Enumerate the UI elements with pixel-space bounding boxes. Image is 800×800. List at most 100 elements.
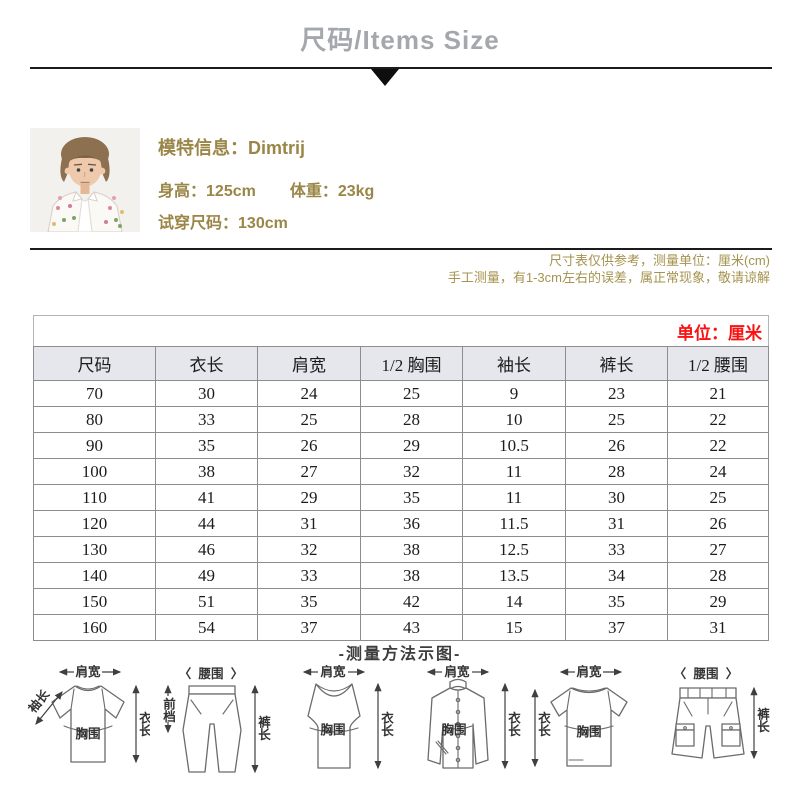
table-cell: 31 [257,510,361,537]
page-title: 尺码/Items Size [300,25,500,55]
table-cell: 90 [33,432,156,459]
table-cell: 35 [565,588,668,615]
table-cell: 21 [666,380,770,407]
model-fit-line: 试穿尺码：130cm [158,209,374,233]
diagram-pants: 〈 腰围 〉 前档 裤长 [161,666,270,774]
table-cell: 27 [666,536,770,563]
table-cell: 13.5 [462,562,566,589]
table-row: 130 46 32 38 12.5 33 27 [33,536,770,563]
table-cell: 130 [33,536,156,563]
garment-length-label: 衣长 [379,711,393,738]
pants-length-label: 裤长 [755,707,769,734]
unit-row: 单位：厘米 [32,315,770,347]
table-cell: 160 [33,614,156,641]
size-table-header-row: 尺码 衣长 肩宽 1/2 胸围 袖长 裤长 1/2 腰围 [33,346,770,381]
table-cell: 32 [360,458,463,485]
table-cell: 37 [257,614,361,641]
table-cell: 33 [155,406,258,433]
table-cell: 23 [565,380,668,407]
table-cell: 28 [360,406,463,433]
table-cell: 38 [360,536,463,563]
unit-label: 单位：厘米 [677,323,763,343]
table-cell: 28 [666,562,770,589]
size-table-body: 70 30 24 25 9 23 21 80 33 25 28 10 25 22 90 35 26 29 10.5 2… [33,380,770,641]
model-info-section: 模特信息：Dimtrij 身高：125cm 体重：23kg 试穿尺码：130cm [30,128,374,233]
table-cell: 25 [257,406,361,433]
table-cell: 110 [33,484,156,511]
pants-length-label: 裤长 [256,715,270,742]
shoulder-width-label: 肩宽 [75,664,101,679]
table-cell: 29 [360,432,463,459]
triangle-down-icon [371,69,399,86]
diagram-jacket: 肩宽 胸围 衣长 [426,664,520,770]
angle-bracket-right-icon: 〉 [726,666,739,681]
column-header: 肩宽 [257,346,361,381]
table-row: 120 44 31 36 11.5 31 26 [33,510,770,537]
waist-label: 腰围 [692,666,718,681]
note-line-1: 尺寸表仅供参考，测量单位：厘米(cm) [549,253,770,268]
table-cell: 11 [462,484,566,511]
table-cell: 70 [33,380,156,407]
table-cell: 25 [666,484,770,511]
column-header: 袖长 [462,346,566,381]
chest-label: 胸围 [441,722,466,737]
table-cell: 9 [462,380,566,407]
table-cell: 150 [33,588,156,615]
table-cell: 29 [257,484,361,511]
table-cell: 32 [257,536,361,563]
table-cell: 10 [462,406,566,433]
table-cell: 35 [257,588,361,615]
table-cell: 49 [155,562,258,589]
table-cell: 38 [360,562,463,589]
top-divider-line [30,67,772,69]
floral-print [52,196,124,228]
height-label: 身高： [158,183,207,200]
table-cell: 11 [462,458,566,485]
chest-label: 胸围 [576,724,601,739]
table-cell: 54 [155,614,258,641]
model-stats-line: 身高：125cm 体重：23kg [158,177,374,201]
table-cell: 43 [360,614,463,641]
table-cell: 46 [155,536,258,563]
shoulder-width-label: 肩宽 [576,664,602,679]
measure-diagrams-strip: 肩宽 胸围 袖长 衣长 〈 腰围 〉 前档 裤长 [28,662,772,797]
table-cell: 11.5 [462,510,566,537]
table-row: 100 38 27 32 11 28 24 [33,458,770,485]
table-cell: 27 [257,458,361,485]
table-cell: 30 [565,484,668,511]
note-line-2: 手工测量，有1-3cm左右的误差，属正常现象，敬请谅解 [447,270,770,285]
table-cell: 80 [33,406,156,433]
table-cell: 35 [360,484,463,511]
table-cell: 33 [565,536,668,563]
table-row: 70 30 24 25 9 23 21 [33,380,770,407]
shoulder-width-label: 肩宽 [444,664,470,679]
table-row: 140 49 33 38 13.5 34 28 [33,562,770,589]
table-cell: 26 [666,510,770,537]
table-cell: 44 [155,510,258,537]
model-text-block: 模特信息：Dimtrij 身高：125cm 体重：23kg 试穿尺码：130cm [158,128,374,233]
diagram-shorts: 〈 腰围 〉 裤长 [671,666,769,760]
table-cell: 100 [33,458,156,485]
size-table: 单位：厘米 尺码 衣长 肩宽 1/2 胸围 袖长 裤长 1/2 腰围 70 30 24 25 9 23… [32,315,770,641]
middle-divider-line [30,248,772,250]
table-cell: 26 [565,432,668,459]
weight-value: 23kg [337,183,375,200]
table-cell: 25 [360,380,463,407]
table-cell: 14 [462,588,566,615]
table-cell: 34 [565,562,668,589]
table-cell: 24 [666,458,770,485]
model-name: Dimtrij [248,138,306,158]
table-cell: 29 [666,588,770,615]
table-cell: 38 [155,458,258,485]
model-photo [30,128,140,233]
table-cell: 35 [155,432,258,459]
table-row: 150 51 35 42 14 35 29 [33,588,770,615]
angle-bracket-right-icon: 〉 [231,666,244,681]
angle-bracket-left-icon: 〈 [674,666,687,681]
table-row: 110 41 29 35 11 30 25 [33,484,770,511]
table-cell: 33 [257,562,361,589]
table-cell: 31 [666,614,770,641]
table-cell: 140 [33,562,156,589]
table-cell: 22 [666,406,770,433]
model-name-line: 模特信息：Dimtrij [158,134,374,160]
